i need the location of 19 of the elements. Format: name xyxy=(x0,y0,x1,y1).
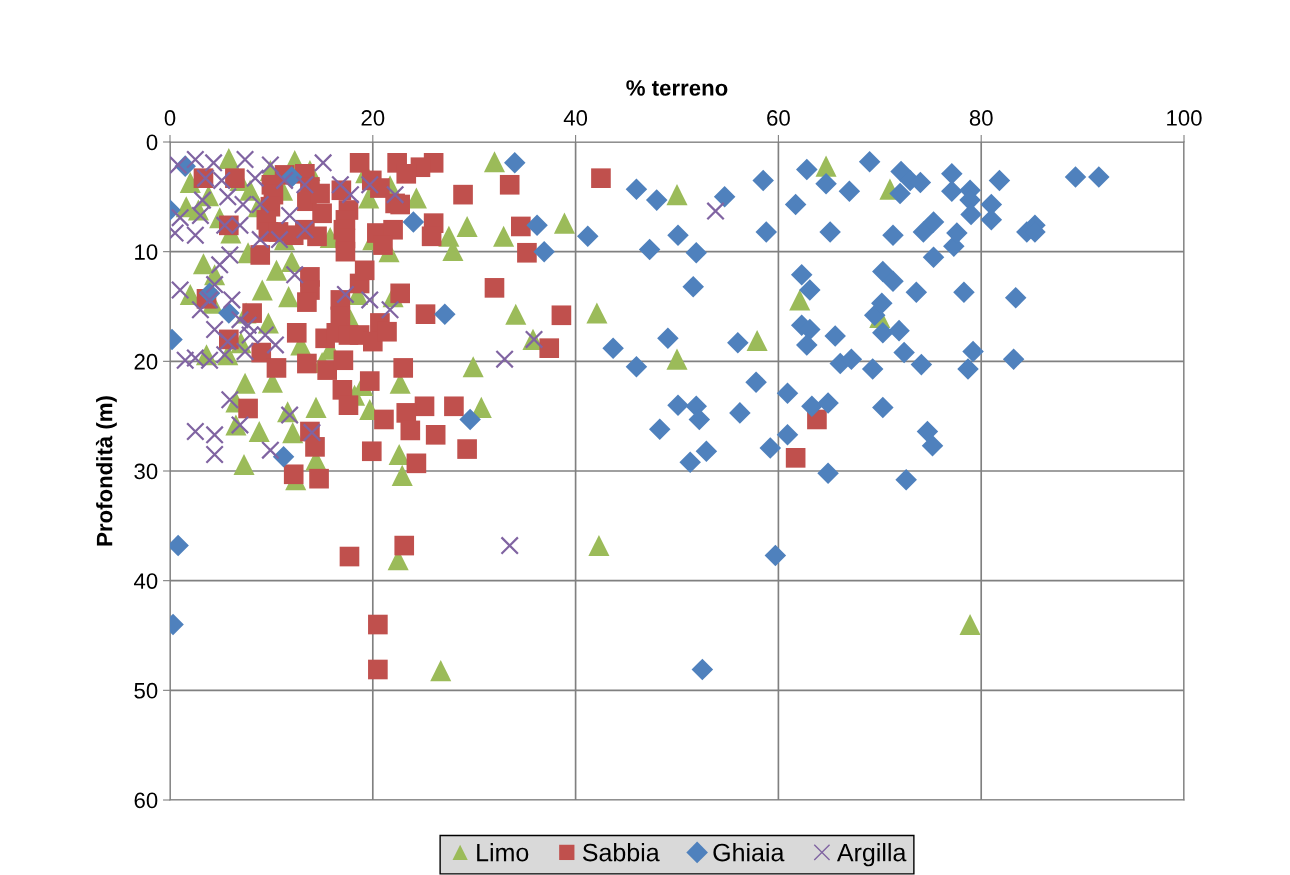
legend-label: Sabbia xyxy=(582,843,660,862)
y-tick-label: 50 xyxy=(134,682,158,699)
x-tick-label: 100 xyxy=(1167,110,1202,126)
y-tick-label: 20 xyxy=(134,353,158,370)
y-axis-title: Profondità (m) xyxy=(95,396,117,546)
y-tick-label: 0 xyxy=(146,134,158,151)
x-tick-label: 60 xyxy=(767,110,790,126)
x-tick-label: 0 xyxy=(164,110,176,126)
legend-label: Ghiaia xyxy=(713,843,785,862)
legend-label: Argilla xyxy=(836,843,907,867)
x-tick-label: 40 xyxy=(563,110,588,126)
legend-label: Limo xyxy=(477,843,529,862)
x-axis-title: % terreno xyxy=(626,80,728,96)
y-tick-label: 10 xyxy=(135,244,158,260)
y-tick-label: 60 xyxy=(134,792,158,809)
x-tick-label: 20 xyxy=(361,110,385,126)
y-tick-label: 30 xyxy=(134,463,158,480)
x-tick-label: 80 xyxy=(969,110,993,126)
y-tick-label: 40 xyxy=(133,573,158,589)
